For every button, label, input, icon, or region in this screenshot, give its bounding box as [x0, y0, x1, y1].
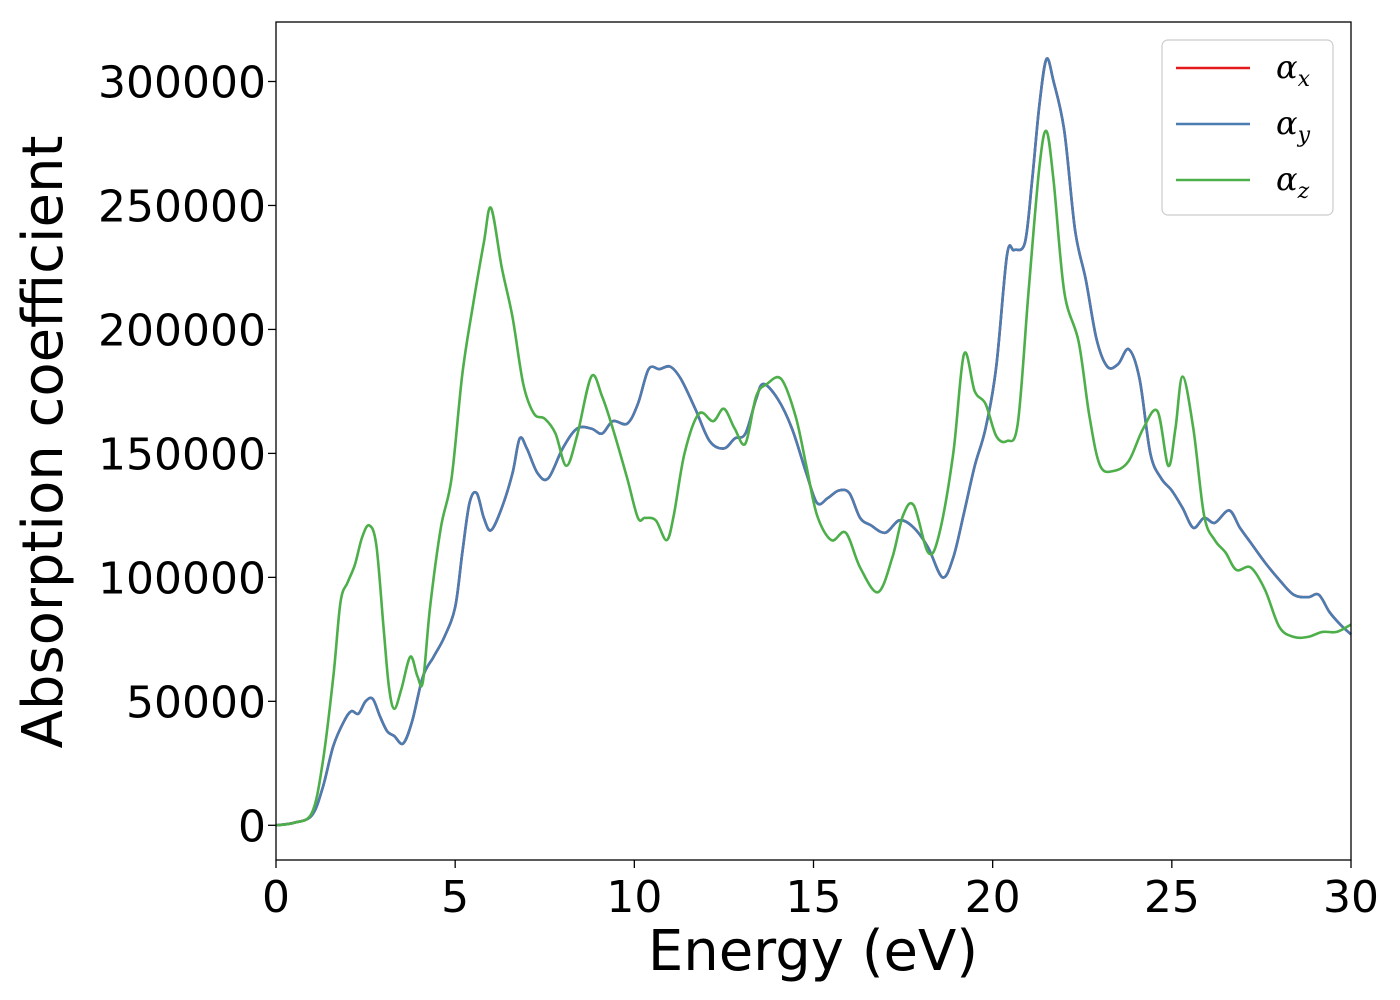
- y-tick-label: 50000: [126, 677, 266, 728]
- x-tick-label: 30: [1323, 872, 1379, 923]
- x-axis-label: Energy (eV): [648, 919, 978, 984]
- y-tick-label: 150000: [98, 429, 266, 480]
- x-tick-label: 15: [786, 872, 842, 923]
- x-tick-label: 0: [262, 872, 290, 923]
- y-tick-label: 100000: [98, 553, 266, 604]
- legend-box: [1161, 39, 1334, 216]
- x-tick-label: 20: [965, 872, 1021, 923]
- x-tick-label: 5: [441, 872, 469, 923]
- series-line-y: [275, 57, 1352, 827]
- legend-subscript: y: [1297, 123, 1311, 148]
- legend-subscript: x: [1298, 67, 1311, 92]
- y-axis-ticks: 0 50000 100000 150000 200000 250000 300000: [98, 58, 276, 852]
- legend-subscript: z: [1297, 179, 1310, 204]
- legend-label-z: αz: [1276, 160, 1310, 204]
- x-tick-label: 25: [1144, 872, 1200, 923]
- y-tick-label: 250000: [98, 181, 266, 232]
- series-layer: [275, 57, 1352, 827]
- y-axis-label: Absorption coefficient: [11, 136, 76, 749]
- x-tick-label: 10: [606, 872, 662, 923]
- y-tick-label: 300000: [98, 58, 266, 109]
- series-line-z: [275, 129, 1352, 827]
- y-tick-label: 0: [238, 801, 266, 852]
- x-axis-ticks: 0 5 10 15 20 25 30: [262, 860, 1379, 923]
- y-tick-label: 200000: [98, 305, 266, 356]
